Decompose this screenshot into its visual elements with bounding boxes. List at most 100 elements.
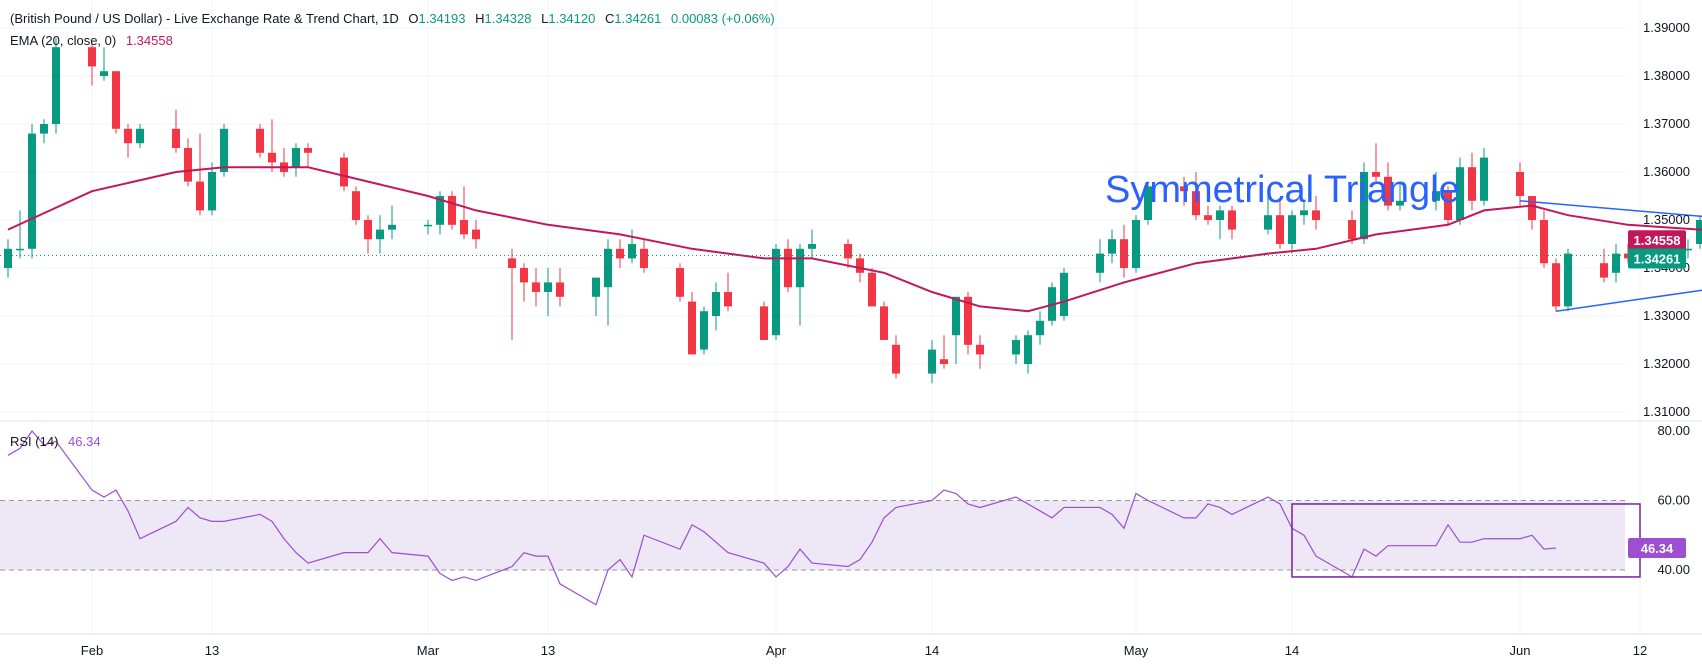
candle [772,244,780,340]
candle-body [520,268,528,283]
candle [880,301,888,340]
price-axis-label: 1.31000 [1643,404,1690,419]
candle [364,215,372,254]
rsi-axis-label: 40.00 [1657,562,1690,577]
change-value: 0.00083 (+0.06%) [671,11,775,26]
candle-body [1564,253,1572,307]
candle [376,215,384,254]
candle-body [1540,220,1548,264]
candle [532,268,540,307]
candle-body [532,282,540,292]
candle [136,124,144,148]
candle-body [724,292,732,307]
candle-body [136,128,144,144]
candle [1480,148,1488,206]
candle-body [592,277,600,297]
candle-body [1372,172,1380,177]
price-axis-label: 1.33000 [1643,308,1690,323]
candle [388,205,396,240]
candle-body [124,128,132,144]
candles [4,37,1702,384]
candle [424,220,432,235]
candle [1360,162,1368,244]
candle [1276,200,1284,249]
candle-body [676,268,684,297]
candle-body [928,349,936,374]
candle [88,42,96,86]
candle-body [268,152,276,163]
candle-body [1696,220,1702,244]
candle [124,124,132,158]
triangle-annotation: Symmetrical Triangle [1105,169,1460,211]
candle-body [1516,172,1524,196]
candle [292,143,300,177]
candle-body [508,258,516,268]
time-axis-label: Mar [417,643,440,658]
time-axis-label: 13 [541,643,555,658]
candle-body [892,344,900,374]
candle-body [1384,176,1392,206]
candle-body [1528,196,1536,220]
rsi-legend[interactable]: RSI (14) 46.34 [10,434,107,449]
low-value: 1.34120 [548,11,596,26]
candle-body [364,220,372,240]
candle-body [1096,253,1104,273]
candle-body [1456,167,1464,220]
candle-body [388,224,396,230]
candle-body [772,248,780,336]
candle [616,239,624,268]
ema-legend[interactable]: EMA (20, close, 0) 1.34558 [10,33,179,48]
candle-body [700,311,708,350]
triangle-upper-trendline [1519,200,1702,218]
candle [184,138,192,187]
candle [1396,181,1404,211]
candle-body [1216,210,1224,220]
candle-body [1360,172,1368,240]
candle [592,277,600,316]
candle-body [172,128,180,148]
candle-body [112,71,120,129]
candle-body [808,244,816,249]
candle [700,306,708,355]
candle [688,292,696,355]
candle [436,191,444,235]
rsi-axis-label: 80.00 [1657,423,1690,438]
candle [520,263,528,302]
candle [1444,186,1452,225]
candle-body [292,148,300,168]
candle [1516,162,1524,206]
candle-body [460,220,468,235]
candle-body [28,133,36,249]
candle-body [544,282,552,292]
candle [724,272,732,312]
candle-body [88,47,96,67]
candle [40,119,48,144]
candle-body [352,191,360,220]
candle [1456,157,1464,225]
price-axis-label: 1.32000 [1643,356,1690,371]
candle-body [1060,272,1068,316]
candle [16,210,24,259]
candle [604,239,612,326]
candle-body [868,272,876,307]
ema-price-badge: 1.34558 [1628,230,1686,251]
candle-body [208,172,216,211]
candle-body [628,244,636,259]
ema-legend-value: 1.34558 [125,33,173,48]
candle [1060,268,1068,321]
rsi-value-badge-bg [1628,537,1686,558]
candle [340,152,348,192]
candle-body [220,128,228,172]
candle [472,220,480,249]
candle-body [976,344,984,355]
candle-body [1396,200,1404,206]
candle [1552,258,1560,312]
triangle-lower-trendline [1555,289,1702,312]
candle-body [556,282,564,297]
candle [1264,191,1272,235]
candle [172,109,180,153]
price-axis-label: 1.38000 [1643,68,1690,83]
candle [508,248,516,340]
candle [1132,215,1140,273]
